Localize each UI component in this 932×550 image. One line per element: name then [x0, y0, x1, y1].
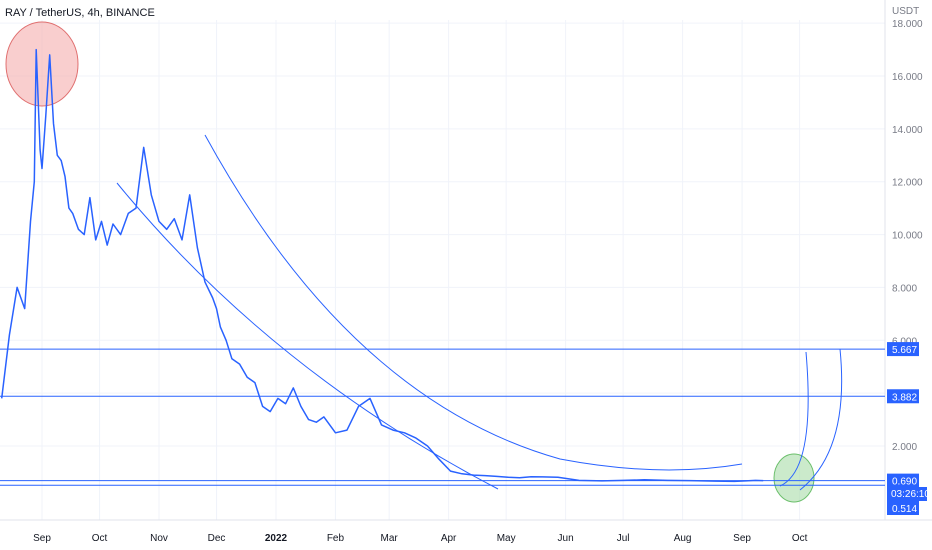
chart-title: RAY / TetherUS, 4h, BINANCE — [5, 7, 155, 19]
countdown-tag — [887, 487, 927, 501]
x-tick-label: Mar — [381, 533, 399, 544]
y-tick-label: 10.000 — [892, 231, 923, 242]
price-tag — [887, 389, 919, 404]
x-tick-label: Nov — [150, 533, 168, 544]
countdown-label: 03:26:10 — [891, 489, 930, 500]
bottom-highlight-circle — [773, 453, 815, 503]
x-tick-label: Dec — [208, 533, 226, 544]
x-tick-label: Sep — [33, 533, 51, 544]
lower-curve-annotation — [116, 182, 499, 490]
price-tag — [887, 342, 919, 357]
upper-curve-annotation — [204, 134, 743, 471]
y-tick-label: 16.000 — [892, 72, 923, 83]
price-tag — [887, 501, 919, 515]
x-tick-label: Jun — [558, 533, 574, 544]
x-tick-label: Jul — [617, 533, 630, 544]
x-tick-label: Oct — [92, 533, 108, 544]
x-tick-label: Sep — [733, 533, 751, 544]
arc-outer-annotation — [799, 348, 843, 491]
x-tick-label: Apr — [441, 533, 457, 544]
price-tag-label: 0.690 — [892, 477, 917, 488]
peak-highlight-circle — [5, 21, 79, 107]
x-tick-label: May — [497, 533, 516, 544]
x-tick-label: Feb — [327, 533, 345, 544]
price-tag-label: 3.882 — [892, 392, 917, 403]
price-tag — [887, 473, 919, 488]
y-axis-unit: USDT — [892, 6, 919, 17]
x-tick-label: Aug — [674, 533, 692, 544]
price-tag-label: 0.514 — [892, 504, 917, 515]
y-tick-label: 18.000 — [892, 19, 923, 30]
price-series-line — [0, 48, 764, 483]
y-tick-label: 2.000 — [892, 442, 917, 453]
x-tick-label: 2022 — [265, 533, 288, 544]
y-tick-label: 12.000 — [892, 178, 923, 189]
y-tick-label: 14.000 — [892, 125, 923, 136]
price-tag-label: 5.667 — [892, 345, 917, 356]
y-tick-label: 8.000 — [892, 283, 917, 294]
y-tick-label: 6.000 — [892, 336, 917, 347]
x-tick-label: Oct — [792, 533, 808, 544]
